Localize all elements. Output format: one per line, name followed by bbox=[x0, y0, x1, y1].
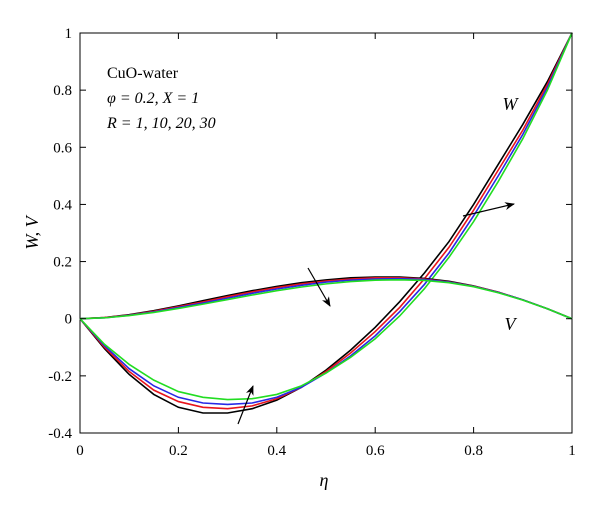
arrow-v-decrease bbox=[307, 267, 331, 307]
arrow-w-min-increase bbox=[237, 385, 254, 425]
w-curve-label: W bbox=[503, 94, 520, 114]
y-tick-label: 0.4 bbox=[53, 197, 72, 213]
x-tick-label: 0.6 bbox=[366, 443, 385, 459]
series-line-w-r1 bbox=[79, 32, 573, 414]
y-tick-label: -0.2 bbox=[48, 369, 72, 385]
y-tick-label: -0.4 bbox=[48, 426, 72, 442]
y-tick-label: 0.2 bbox=[53, 255, 72, 271]
y-tick-label: 1 bbox=[65, 26, 73, 42]
x-tick-label: 0 bbox=[76, 443, 84, 459]
x-tick-label: 0.4 bbox=[267, 443, 286, 459]
annotation-fluid: CuO-water bbox=[107, 65, 179, 82]
y-tick-label: 0.6 bbox=[53, 140, 72, 156]
series-line-w-r10 bbox=[79, 32, 573, 410]
annotation-r-values: R = 1, 10, 20, 30 bbox=[106, 115, 216, 132]
v-curve-label: V bbox=[505, 314, 518, 334]
x-tick-label: 0.8 bbox=[464, 443, 483, 459]
series-line-w-r30 bbox=[79, 32, 573, 401]
series-line-v-r30 bbox=[79, 279, 573, 320]
x-tick-label: 1 bbox=[568, 443, 576, 459]
plot-frame bbox=[79, 32, 573, 434]
y-tick-label: 0 bbox=[65, 312, 73, 328]
curves bbox=[79, 32, 573, 414]
axis-ticks: 0 0.2 0.4 0.6 0.8 1 -0.4 -0.2 0 0.2 0.4 0.6 0.8 1 bbox=[48, 26, 576, 459]
x-axis-label: η bbox=[320, 470, 329, 490]
annotation-params: φ = 0.2, X = 1 bbox=[107, 90, 199, 107]
arrow-w-increase bbox=[462, 202, 515, 217]
y-axis-label: W, V bbox=[22, 214, 42, 249]
x-tick-label: 0.2 bbox=[169, 443, 188, 459]
y-tick-label: 0.8 bbox=[53, 83, 72, 99]
